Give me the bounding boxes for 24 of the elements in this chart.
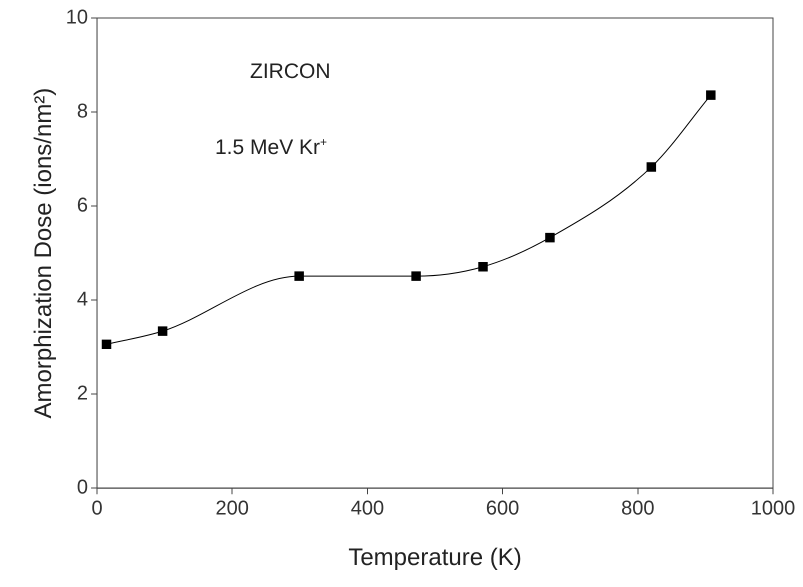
point bbox=[706, 90, 716, 100]
x-tick-label: 800 bbox=[621, 498, 654, 520]
x-tick-label: 200 bbox=[216, 498, 249, 520]
point bbox=[102, 340, 112, 350]
y-axis-title: Amorphization Dose (ions/nm²) bbox=[30, 88, 58, 418]
point bbox=[646, 162, 656, 172]
annotation: ZIRCON bbox=[250, 60, 330, 84]
y-tick-label: 0 bbox=[76, 476, 88, 499]
x-tick-label: 400 bbox=[350, 498, 384, 520]
y-tick-label: 10 bbox=[66, 6, 88, 29]
point bbox=[294, 271, 304, 281]
x-tick-label: 600 bbox=[486, 498, 520, 520]
point bbox=[411, 271, 421, 281]
point bbox=[478, 262, 488, 272]
x-tick-label: 1000 bbox=[750, 498, 796, 520]
x-tick-label: 0 bbox=[91, 498, 103, 520]
y-tick-label: 6 bbox=[76, 194, 88, 217]
y-tick-label: 8 bbox=[76, 100, 88, 123]
point bbox=[545, 232, 555, 242]
x-axis-title: Temperature (K) bbox=[348, 544, 522, 572]
annotation: 1.5 MeV Kr$^{+}$ bbox=[215, 135, 328, 160]
y-tick-label: 2 bbox=[76, 382, 88, 405]
y-tick-label: 4 bbox=[76, 288, 88, 311]
point bbox=[158, 326, 168, 336]
